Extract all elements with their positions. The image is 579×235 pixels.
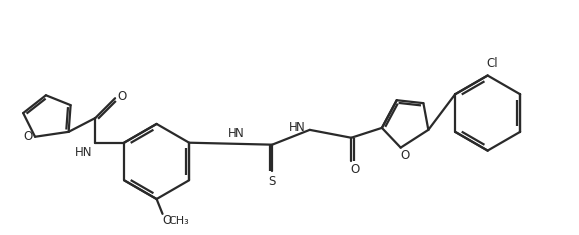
Text: N: N	[295, 121, 304, 134]
Text: HN: HN	[75, 146, 92, 159]
Text: CH₃: CH₃	[168, 216, 189, 226]
Text: S: S	[269, 175, 276, 188]
Text: O: O	[400, 149, 409, 162]
Text: O: O	[163, 214, 172, 227]
Text: Cl: Cl	[487, 57, 499, 70]
Text: O: O	[118, 90, 127, 103]
Text: O: O	[24, 130, 33, 143]
Text: H: H	[288, 121, 298, 134]
Text: N: N	[235, 127, 244, 140]
Text: H: H	[228, 127, 237, 140]
Text: O: O	[351, 163, 360, 176]
